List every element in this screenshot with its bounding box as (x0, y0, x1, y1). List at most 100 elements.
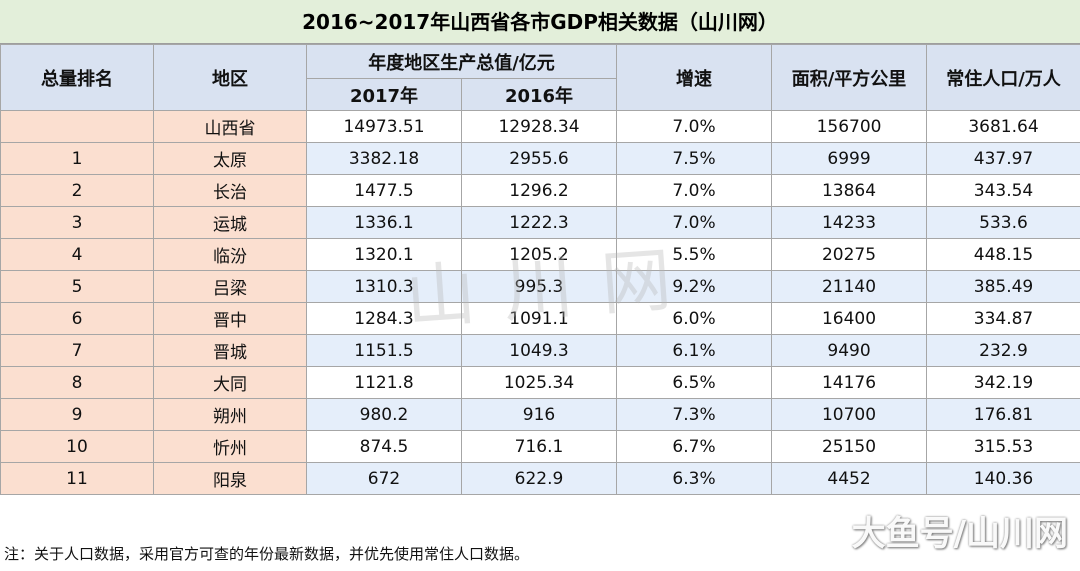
cell-y2017: 980.2 (306, 398, 462, 431)
table-body: 山西省 14973.51 12928.34 7.0% 156700 3681.64 1 太原 3… (0, 110, 1080, 495)
cell-rank: 9 (0, 398, 154, 431)
table-row: 9 朔州 980.2 916 7.3% 10700 176.81 (0, 398, 1080, 431)
cell-rank (0, 110, 154, 143)
cell-growth: 6.7% (616, 430, 773, 463)
cell-region: 运城 (153, 206, 307, 239)
cell-area: 25150 (771, 430, 928, 463)
table-row: 11 阳泉 672 622.9 6.3% 4452 140.36 (0, 462, 1080, 495)
cell-y2016: 1049.3 (460, 334, 618, 367)
cell-rank: 7 (0, 334, 154, 367)
table-row: 10 忻州 874.5 716.1 6.7% 25150 315.53 (0, 430, 1080, 463)
cell-rank: 10 (0, 430, 154, 463)
cell-y2016: 916 (460, 398, 618, 431)
header-growth: 增速 (616, 44, 773, 111)
table-row: 7 晋城 1151.5 1049.3 6.1% 9490 232.9 (0, 334, 1080, 367)
header-gdp-group: 年度地区生产总值/亿元 (305, 44, 618, 79)
cell-region: 大同 (153, 366, 307, 399)
cell-region: 山西省 (153, 110, 307, 143)
cell-rank: 2 (0, 174, 154, 207)
cell-population: 232.9 (926, 334, 1080, 367)
cell-area: 21140 (771, 270, 928, 303)
cell-rank: 11 (0, 462, 154, 495)
cell-region: 忻州 (153, 430, 307, 463)
cell-y2016: 622.9 (460, 462, 618, 495)
table-row: 3 运城 1336.1 1222.3 7.0% 14233 533.6 (0, 206, 1080, 239)
cell-area: 6999 (771, 142, 928, 175)
cell-growth: 7.0% (616, 174, 773, 207)
table-row: 6 晋中 1284.3 1091.1 6.0% 16400 334.87 (0, 302, 1080, 335)
cell-y2017: 672 (306, 462, 462, 495)
cell-area: 156700 (771, 110, 928, 143)
cell-population: 3681.64 (926, 110, 1080, 143)
table-row: 山西省 14973.51 12928.34 7.0% 156700 3681.64 (0, 110, 1080, 143)
cell-y2016: 1091.1 (460, 302, 618, 335)
cell-rank: 4 (0, 238, 154, 271)
cell-area: 4452 (771, 462, 928, 495)
cell-y2017: 1284.3 (306, 302, 462, 335)
cell-y2017: 1151.5 (306, 334, 462, 367)
cell-y2016: 716.1 (460, 430, 618, 463)
cell-y2016: 995.3 (460, 270, 618, 303)
cell-y2017: 14973.51 (306, 110, 462, 143)
cell-y2017: 874.5 (306, 430, 462, 463)
brand-watermark: 大鱼号/山川网 (851, 514, 1068, 554)
cell-population: 385.49 (926, 270, 1080, 303)
header-population: 常住人口/万人 (926, 44, 1080, 111)
cell-growth: 6.3% (616, 462, 773, 495)
cell-population: 140.36 (926, 462, 1080, 495)
cell-population: 437.97 (926, 142, 1080, 175)
cell-region: 吕梁 (153, 270, 307, 303)
table-row: 5 吕梁 1310.3 995.3 9.2% 21140 385.49 (0, 270, 1080, 303)
cell-area: 14233 (771, 206, 928, 239)
table-row: 4 临汾 1320.1 1205.2 5.5% 20275 448.15 (0, 238, 1080, 271)
cell-region: 阳泉 (153, 462, 307, 495)
cell-growth: 9.2% (616, 270, 773, 303)
cell-growth: 7.5% (616, 142, 773, 175)
cell-area: 16400 (771, 302, 928, 335)
header-2016: 2016年 (460, 78, 618, 111)
cell-region: 晋中 (153, 302, 307, 335)
cell-population: 448.15 (926, 238, 1080, 271)
cell-region: 长治 (153, 174, 307, 207)
cell-rank: 3 (0, 206, 154, 239)
cell-rank: 6 (0, 302, 154, 335)
cell-y2017: 3382.18 (306, 142, 462, 175)
cell-population: 176.81 (926, 398, 1080, 431)
cell-y2017: 1320.1 (306, 238, 462, 271)
table-row: 8 大同 1121.8 1025.34 6.5% 14176 342.19 (0, 366, 1080, 399)
cell-y2016: 1296.2 (460, 174, 618, 207)
cell-population: 533.6 (926, 206, 1080, 239)
cell-region: 临汾 (153, 238, 307, 271)
cell-growth: 7.0% (616, 206, 773, 239)
cell-growth: 5.5% (616, 238, 773, 271)
cell-rank: 1 (0, 142, 154, 175)
table-title: 2016~2017年山西省各市GDP相关数据（山川网） (0, 0, 1080, 44)
cell-growth: 6.0% (616, 302, 773, 335)
header-area: 面积/平方公里 (771, 44, 928, 111)
cell-y2017: 1336.1 (306, 206, 462, 239)
cell-area: 9490 (771, 334, 928, 367)
table-row: 1 太原 3382.18 2955.6 7.5% 6999 437.97 (0, 142, 1080, 175)
cell-y2016: 1025.34 (460, 366, 618, 399)
cell-y2016: 2955.6 (460, 142, 618, 175)
cell-population: 343.54 (926, 174, 1080, 207)
cell-growth: 6.5% (616, 366, 773, 399)
cell-region: 太原 (153, 142, 307, 175)
cell-population: 334.87 (926, 302, 1080, 335)
cell-y2016: 1205.2 (460, 238, 618, 271)
table-row: 2 长治 1477.5 1296.2 7.0% 13864 343.54 (0, 174, 1080, 207)
table-header: 总量排名 地区 年度地区生产总值/亿元 增速 面积/平方公里 常住人口/万人 2… (0, 44, 1080, 111)
cell-y2017: 1477.5 (306, 174, 462, 207)
cell-y2017: 1121.8 (306, 366, 462, 399)
cell-y2016: 1222.3 (460, 206, 618, 239)
header-2017: 2017年 (306, 78, 462, 111)
cell-growth: 7.0% (616, 110, 773, 143)
cell-area: 13864 (771, 174, 928, 207)
header-rank: 总量排名 (0, 44, 154, 111)
cell-rank: 8 (0, 366, 154, 399)
cell-growth: 6.1% (616, 334, 773, 367)
cell-region: 朔州 (153, 398, 307, 431)
cell-area: 14176 (771, 366, 928, 399)
cell-population: 315.53 (926, 430, 1080, 463)
cell-y2016: 12928.34 (460, 110, 618, 143)
